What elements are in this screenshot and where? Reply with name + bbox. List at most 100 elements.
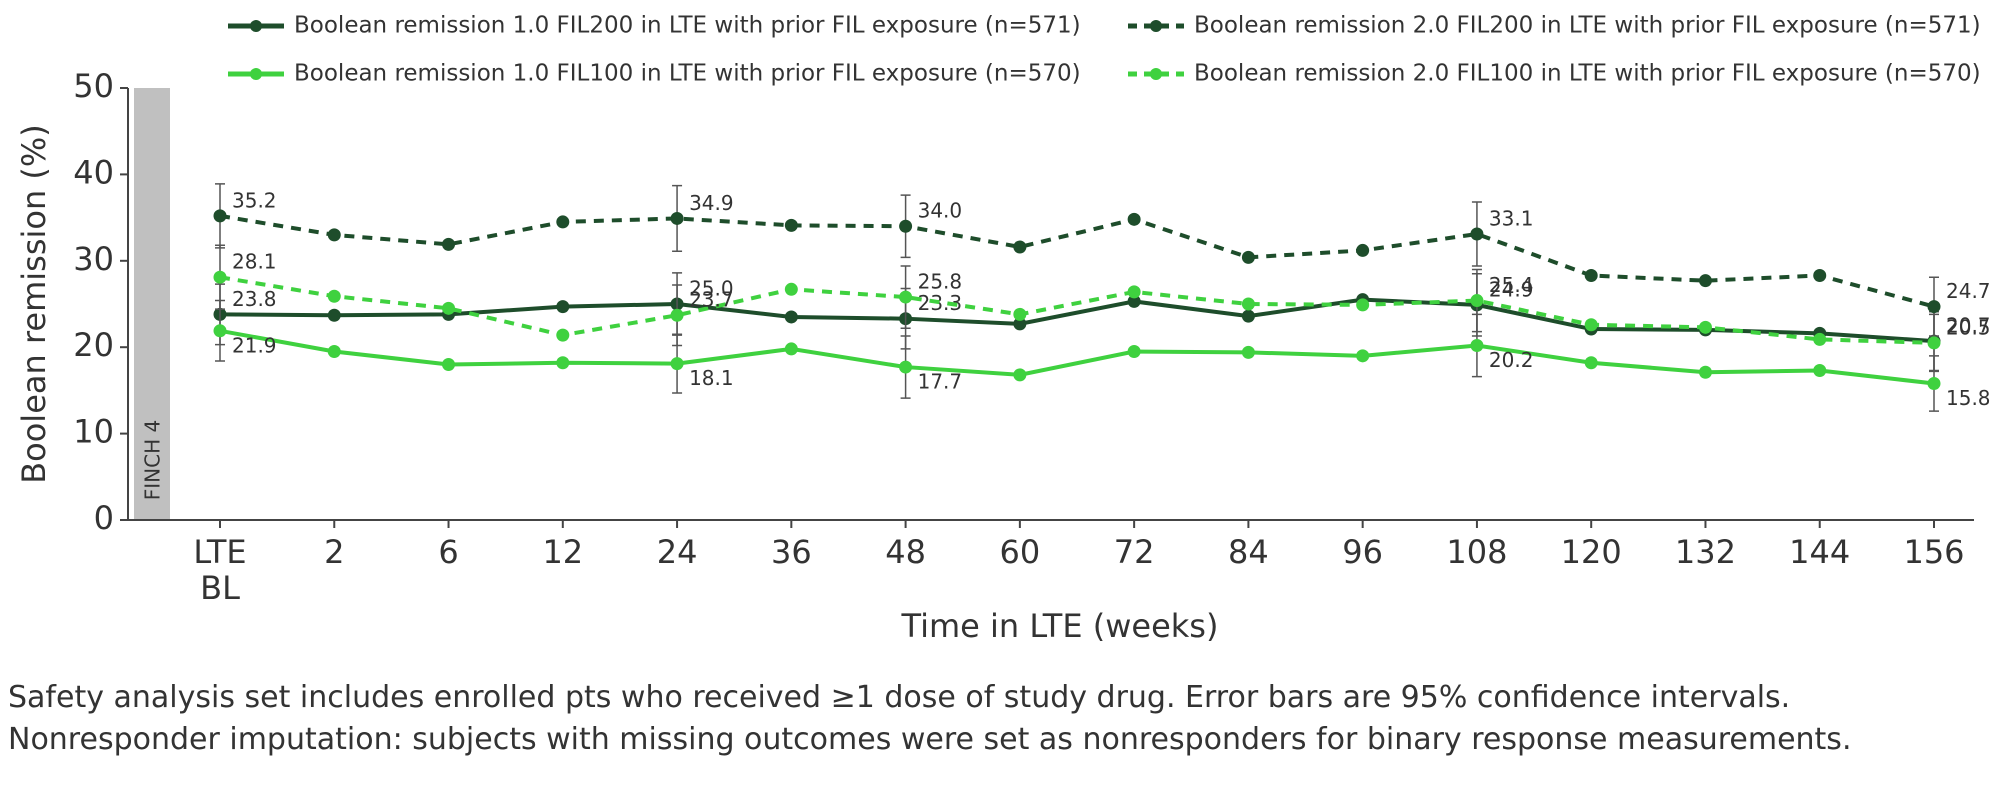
- data-point: [1241, 345, 1255, 359]
- data-point: [899, 219, 913, 233]
- baseline-band: [134, 88, 170, 520]
- data-point: [1013, 317, 1027, 331]
- data-point: [327, 345, 341, 359]
- data-point: [556, 300, 570, 314]
- data-label: 34.0: [918, 199, 963, 223]
- data-point: [442, 237, 456, 251]
- data-label: 25.8: [918, 270, 963, 294]
- y-tick-label: 40: [73, 153, 114, 191]
- data-label: 33.1: [1489, 207, 1534, 231]
- x-tick-label: 108: [1446, 533, 1508, 571]
- x-tick-label: 132: [1674, 533, 1736, 571]
- series-line: [219, 297, 1935, 344]
- data-point: [1013, 240, 1027, 254]
- x-tick-label: 60: [999, 533, 1041, 571]
- footnote: Nonresponder imputation: subjects with m…: [8, 722, 1852, 757]
- y-axis-title: Boolean remission (%): [15, 124, 53, 484]
- data-point: [1470, 227, 1484, 241]
- data-point: [784, 282, 798, 296]
- data-point: [1470, 294, 1484, 308]
- x-tick-label: 144: [1789, 533, 1851, 571]
- y-tick-label: 20: [73, 326, 114, 364]
- data-label: 20.2: [1489, 348, 1534, 372]
- data-point: [670, 357, 684, 371]
- data-label: 23.7: [689, 288, 734, 312]
- series-line: [219, 275, 1935, 345]
- x-tick-label: 84: [1228, 533, 1269, 571]
- data-label: 25.4: [1489, 273, 1534, 297]
- data-point: [1241, 309, 1255, 323]
- data-point: [899, 360, 913, 374]
- data-point: [1698, 274, 1712, 288]
- x-tick-label: 12: [542, 533, 584, 571]
- data-point: [556, 215, 570, 229]
- data-label: 18.1: [689, 366, 734, 390]
- data-point: [670, 308, 684, 322]
- data-point: [213, 270, 227, 284]
- data-point: [670, 211, 684, 225]
- y-tick-label: 50: [73, 67, 114, 105]
- data-point: [1813, 332, 1827, 346]
- series: [213, 272, 1941, 372]
- data-point: [1584, 356, 1598, 370]
- data-point: [556, 328, 570, 342]
- data-point: [327, 228, 341, 242]
- x-tick-label: 48: [885, 533, 926, 571]
- data-point: [1927, 300, 1941, 314]
- data-label: 24.9: [1489, 277, 1534, 301]
- data-point: [1127, 345, 1141, 359]
- x-tick-label: 24: [656, 533, 698, 571]
- data-point: [1013, 307, 1027, 321]
- x-tick-label: 72: [1113, 533, 1155, 571]
- data-point: [1241, 250, 1255, 264]
- x-tick-label: 96: [1342, 533, 1384, 571]
- data-label: 20.5: [1946, 315, 1991, 339]
- data-point: [1241, 297, 1255, 311]
- data-point: [1013, 368, 1027, 382]
- legend-label: Boolean remission 1.0 FIL100 in LTE with…: [294, 61, 1081, 87]
- data-point: [213, 209, 227, 223]
- data-point: [1356, 349, 1370, 363]
- series: [213, 183, 1941, 337]
- data-label: 15.8: [1946, 386, 1991, 410]
- data-point: [327, 289, 341, 303]
- series-line: [219, 328, 1935, 386]
- data-point: [327, 308, 341, 322]
- footnote: Safety analysis set includes enrolled pt…: [8, 680, 1791, 715]
- data-point: [442, 301, 456, 315]
- data-point: [1127, 285, 1141, 299]
- data-point: [784, 310, 798, 324]
- data-label: 17.7: [918, 370, 963, 394]
- y-tick-label: 10: [73, 413, 114, 451]
- data-point: [1698, 320, 1712, 334]
- data-label: 28.1: [232, 250, 277, 274]
- data-point: [899, 290, 913, 304]
- data-label: 25.0: [689, 277, 734, 301]
- data-point: [1927, 376, 1941, 390]
- series: [213, 299, 1941, 412]
- data-point: [213, 324, 227, 338]
- data-point: [556, 356, 570, 370]
- data-point: [1356, 243, 1370, 257]
- legend-marker: [1150, 68, 1162, 80]
- data-point: [784, 342, 798, 356]
- y-tick-label: 0: [94, 499, 114, 537]
- data-point: [1127, 212, 1141, 226]
- data-label: 35.2: [232, 188, 277, 212]
- data-label: 34.9: [689, 191, 734, 215]
- data-label: 21.9: [232, 333, 277, 357]
- x-tick-label: 156: [1903, 533, 1965, 571]
- legend-label: Boolean remission 1.0 FIL200 in LTE with…: [294, 13, 1081, 39]
- data-point: [1584, 268, 1598, 282]
- data-point: [1127, 294, 1141, 308]
- x-tick-label: 6: [438, 533, 459, 571]
- data-label: 23.8: [232, 287, 277, 311]
- x-tick-label: 2: [324, 533, 345, 571]
- data-point: [1927, 336, 1941, 350]
- legend-label: Boolean remission 2.0 FIL200 in LTE with…: [1194, 13, 1981, 39]
- data-point: [784, 218, 798, 232]
- legend-marker: [1150, 20, 1162, 32]
- legend-marker: [250, 20, 262, 32]
